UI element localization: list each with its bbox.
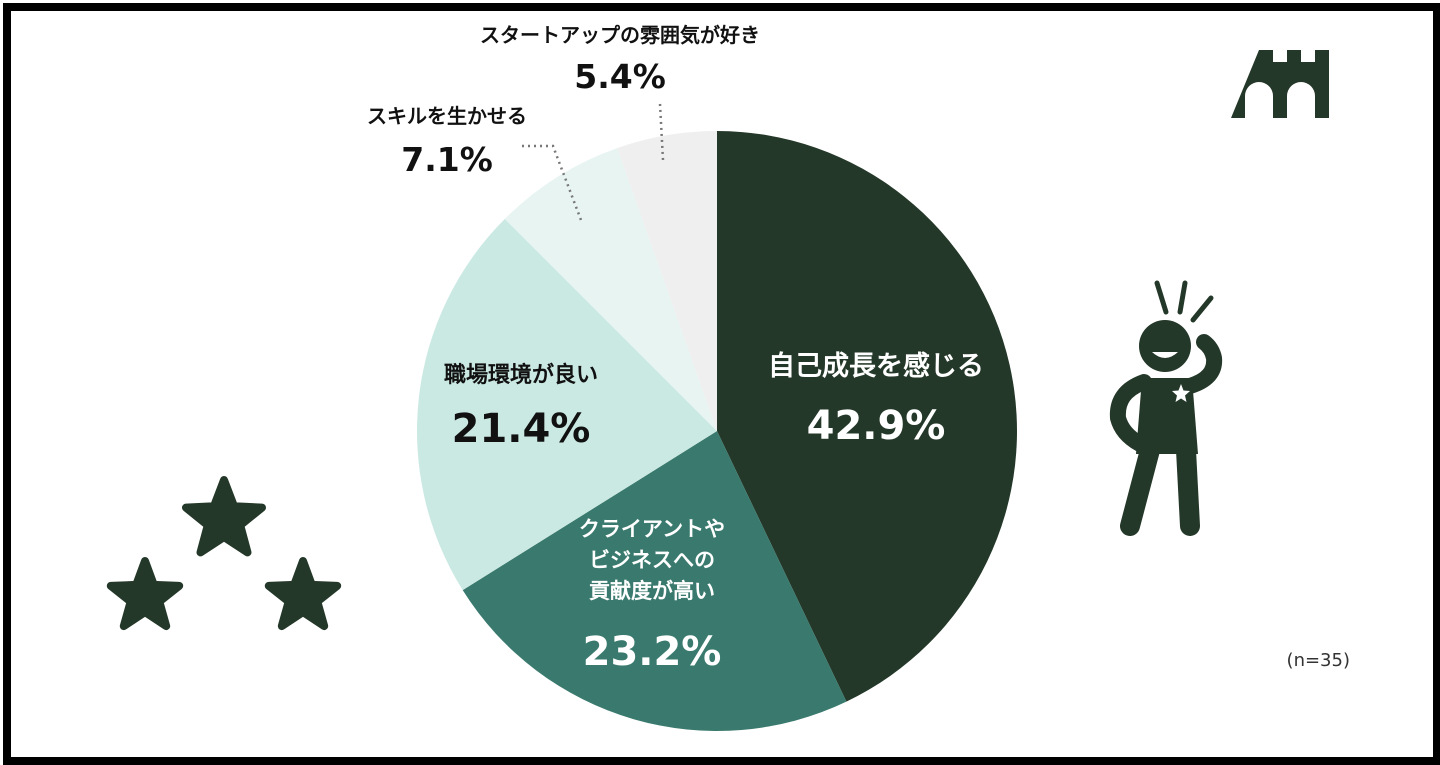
three-stars-icon [106, 476, 342, 631]
slice-label-5: スタートアップの雰囲気が好き [480, 23, 760, 47]
thumbs-up-person-icon [1109, 280, 1223, 536]
slice-value-2: 23.2% [583, 629, 722, 675]
slice-label-2: 貢献度が高い [589, 579, 715, 603]
slice-value-5: 5.4% [574, 57, 666, 96]
sample-size-note: (n=35) [1286, 650, 1350, 671]
leader-line-4 [522, 144, 583, 221]
pie-slice-2 [462, 431, 847, 732]
pie-slice-5 [617, 131, 717, 431]
slice-label-4: スキルを生かせる [367, 104, 527, 128]
slice-value-4: 7.1% [401, 140, 493, 179]
pie-slice-4 [504, 148, 717, 431]
slice-label-2: クライアントや [579, 517, 725, 541]
slice-value-1: 42.9% [807, 403, 946, 449]
slice-label-2: ビジネスへの [589, 548, 715, 572]
castle-icon [1231, 50, 1329, 118]
pie-slice-1 [717, 131, 1018, 702]
slice-label-3: 職場環境が良い [444, 362, 598, 388]
slice-value-3: 21.4% [452, 406, 591, 452]
pie-slice-3 [417, 218, 717, 591]
slice-label-1: 自己成長を感じる [768, 350, 984, 382]
